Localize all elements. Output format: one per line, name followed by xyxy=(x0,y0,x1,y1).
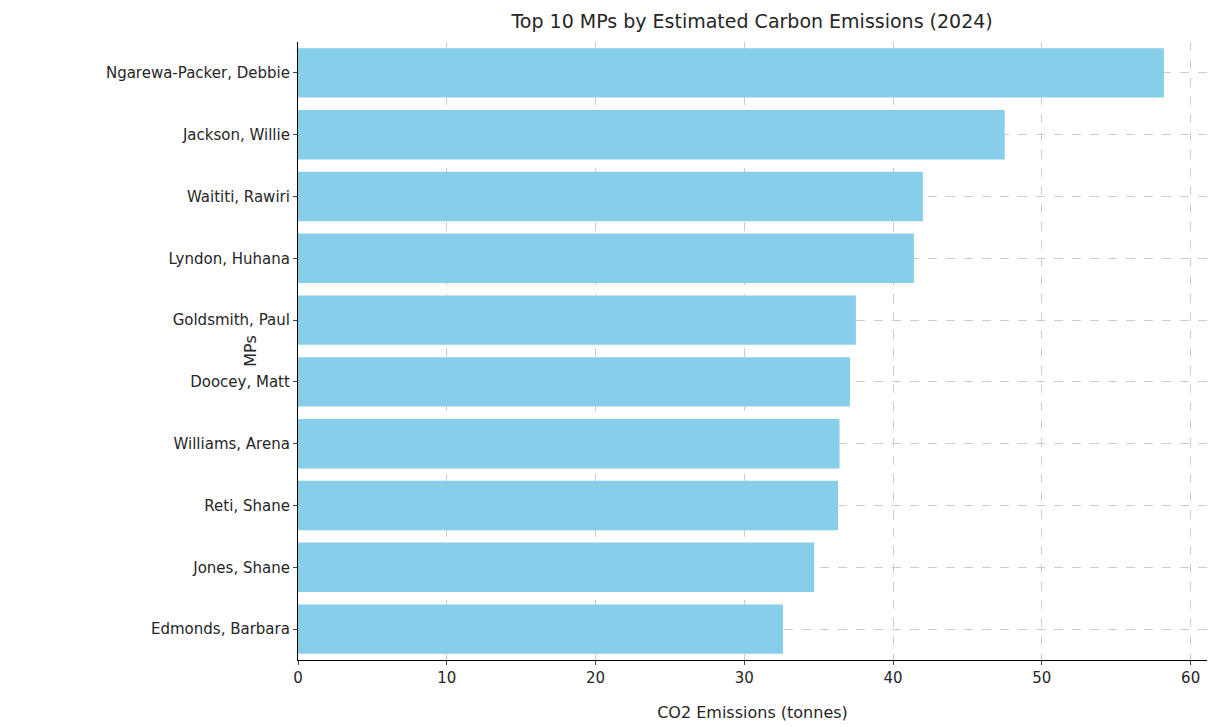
svg-text:Top 10 MPs by Estimated Carbon: Top 10 MPs by Estimated Carbon Emissions… xyxy=(510,10,992,32)
svg-text:CO2 Emissions (tonnes): CO2 Emissions (tonnes) xyxy=(657,703,848,722)
svg-text:30: 30 xyxy=(735,669,754,687)
svg-text:Jones, Shane: Jones, Shane xyxy=(192,559,290,577)
svg-text:60: 60 xyxy=(1181,669,1200,687)
svg-text:Williams, Arena: Williams, Arena xyxy=(174,435,290,453)
svg-text:Doocey, Matt: Doocey, Matt xyxy=(190,373,290,391)
svg-text:Goldsmith, Paul: Goldsmith, Paul xyxy=(173,311,290,329)
svg-text:Ngarewa-Packer, Debbie: Ngarewa-Packer, Debbie xyxy=(106,64,290,82)
svg-text:20: 20 xyxy=(586,669,605,687)
svg-text:10: 10 xyxy=(437,669,456,687)
svg-text:Lyndon, Huhana: Lyndon, Huhana xyxy=(169,250,290,268)
svg-text:40: 40 xyxy=(884,669,903,687)
svg-text:Jackson, Willie: Jackson, Willie xyxy=(182,126,290,144)
svg-text:Waititi, Rawiri: Waititi, Rawiri xyxy=(187,188,290,206)
svg-text:50: 50 xyxy=(1032,669,1051,687)
svg-text:Edmonds, Barbara: Edmonds, Barbara xyxy=(151,620,290,638)
svg-text:Reti, Shane: Reti, Shane xyxy=(204,497,290,515)
svg-text:0: 0 xyxy=(293,669,303,687)
svg-text:MPs: MPs xyxy=(241,335,260,367)
